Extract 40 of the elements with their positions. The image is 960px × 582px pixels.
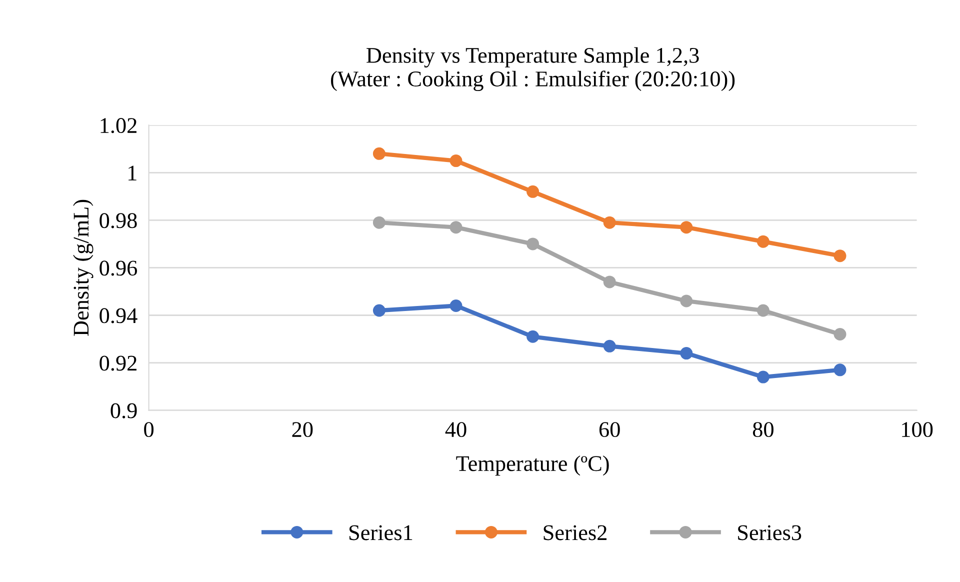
y-tick-label: 0.94 — [100, 308, 138, 324]
x-tick-label: 40 — [445, 422, 466, 438]
y-tick-label: 0.9 — [110, 403, 137, 418]
point — [450, 299, 462, 312]
y-tick-label: 1.02 — [100, 118, 136, 134]
point — [603, 216, 616, 229]
x-axis-title: Temperature (ºC) — [456, 455, 609, 476]
point — [372, 304, 386, 317]
x-tick-label: 80 — [752, 422, 774, 438]
legend-label: Series2 — [544, 525, 607, 540]
point — [372, 216, 386, 229]
y-tick-label: 1 — [128, 166, 136, 180]
point — [450, 154, 462, 168]
point — [834, 328, 846, 341]
point — [756, 235, 770, 248]
y-tick-label: 0.92 — [100, 356, 136, 371]
point — [680, 294, 693, 308]
x-tick-label: 60 — [599, 422, 620, 438]
chart-title: Density vs Temperature Sample 1,2,3 (Water : Cooking Oil : Emulsifier (20:20:10)) — [331, 47, 735, 92]
point — [372, 147, 386, 160]
point — [834, 250, 846, 262]
point — [680, 221, 693, 234]
point — [603, 276, 616, 288]
x-tick-label: 20 — [292, 422, 313, 438]
x-tick-label: 100 — [902, 422, 933, 438]
point — [450, 221, 462, 234]
y-tick-label: 0.96 — [100, 260, 138, 276]
legend-label: Series3 — [738, 525, 802, 540]
point — [834, 364, 846, 376]
legend-label: Series1 — [349, 525, 412, 540]
y-axis-title: Density (g/mL) — [73, 200, 94, 336]
point — [603, 340, 616, 352]
point — [680, 347, 693, 360]
y-tick-label: 0.98 — [100, 213, 137, 228]
point — [526, 330, 540, 343]
point — [526, 238, 540, 250]
point — [756, 370, 770, 384]
point — [756, 304, 770, 317]
x-tick-label: 0 — [144, 422, 154, 438]
point — [526, 185, 540, 198]
